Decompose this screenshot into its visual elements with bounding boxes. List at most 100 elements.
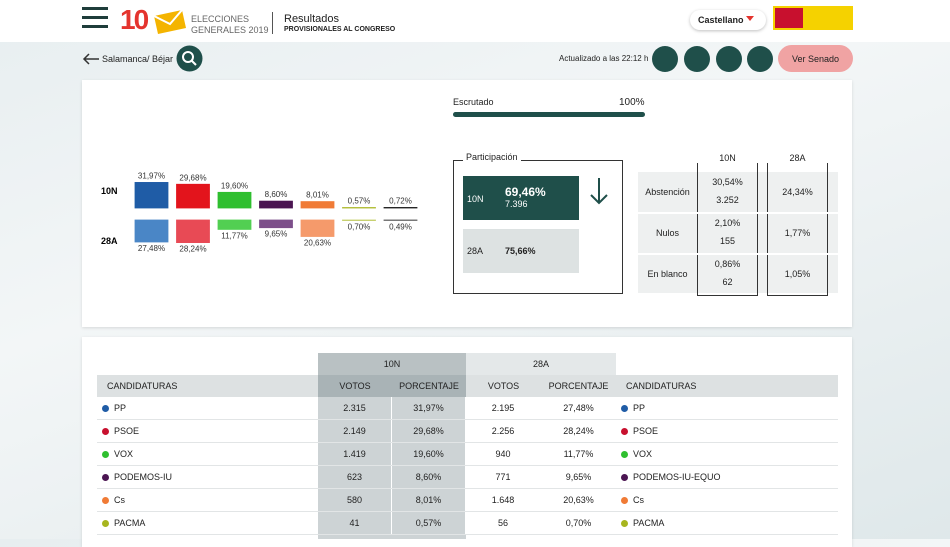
brand-number: 10 <box>120 4 147 36</box>
party-name: PP <box>633 397 645 419</box>
column-header: 10N <box>697 153 758 163</box>
back-arrow[interactable] <box>82 52 100 66</box>
column-header: VOTOS <box>466 375 541 397</box>
party-name: VOX <box>114 443 133 465</box>
bar-label: 8,01% <box>306 191 329 200</box>
cell: 0,57% <box>392 512 466 534</box>
column-header: PORCENTAJE <box>541 375 616 397</box>
cell: 8,01% <box>392 489 466 511</box>
cell: 11,77% <box>541 443 616 465</box>
party-dot <box>102 428 109 435</box>
cell: 29,68% <box>392 420 466 442</box>
party-name: VOX <box>633 443 652 465</box>
party-dot <box>102 520 109 527</box>
cell: 28,24% <box>541 420 616 442</box>
trend-arrow <box>589 177 609 205</box>
bar <box>343 220 376 221</box>
party-dot <box>102 497 109 504</box>
party-dot <box>621 451 628 458</box>
participation-percent: 75,66% <box>505 246 536 256</box>
column-header: CANDIDATURAS <box>97 375 319 397</box>
header-title: Resultados <box>284 13 339 25</box>
group-header: 28A <box>466 353 616 375</box>
current-votes: 62 <box>697 275 758 289</box>
brand-line: ELECCIONES <box>191 14 249 24</box>
menu-icon[interactable] <box>82 6 110 30</box>
party-dot <box>621 520 628 527</box>
column-header: VOTOS <box>318 375 392 397</box>
bar-chart: 10N31,97%29,68%19,60%8,60%8,01%0,57%0,72… <box>95 160 435 260</box>
cell: 1.648 <box>466 489 541 511</box>
brand-line: GENERALES 2019 <box>191 25 269 35</box>
cell: 2.256 <box>466 420 541 442</box>
party-dot <box>621 405 628 412</box>
favorite-button[interactable] <box>747 46 773 72</box>
bar-label: 29,68% <box>179 173 206 182</box>
participation-label: 10N <box>467 194 484 204</box>
language-label[interactable]: Castellano <box>698 15 744 25</box>
party-dot <box>102 451 109 458</box>
bar-label: 0,49% <box>389 222 412 231</box>
senate-button[interactable]: Ver Senado <box>778 45 853 72</box>
cell: 1.419 <box>318 443 392 465</box>
party-name: PSOE <box>633 420 658 442</box>
series-label: 10N <box>101 186 118 196</box>
cell: 580 <box>318 489 392 511</box>
bar <box>301 202 334 208</box>
bar <box>177 220 210 243</box>
bar-label: 27,48% <box>138 244 165 253</box>
participation-percent: 69,46% <box>505 185 546 199</box>
updated-time: Actualizado a las 22:12 h <box>559 54 648 63</box>
bar-label: 0,72% <box>389 196 412 205</box>
bar <box>260 220 293 228</box>
cell: 0,70% <box>541 512 616 534</box>
government-logo <box>773 6 853 30</box>
current-percent: 30,54% <box>697 175 758 189</box>
current-percent: 2,10% <box>697 216 758 230</box>
dropdown-arrow <box>746 16 754 22</box>
cell: 31,97% <box>392 397 466 419</box>
bar-label: 28,24% <box>179 245 206 254</box>
cell: 41 <box>318 512 392 534</box>
print-button[interactable] <box>684 46 710 72</box>
bar-label: 9,65% <box>265 230 288 239</box>
bar-label: 20,63% <box>304 239 331 248</box>
current-votes: 3.252 <box>697 193 758 207</box>
current-percent: 0,86% <box>697 257 758 271</box>
participation-title: Participación <box>463 152 521 162</box>
bar-label: 0,57% <box>348 197 371 206</box>
bar <box>260 201 293 208</box>
participation-label: 28A <box>467 246 483 256</box>
location: Salamanca/ Béjar <box>102 54 173 64</box>
refresh-button[interactable] <box>652 46 678 72</box>
column-header: 28A <box>767 153 828 163</box>
bar <box>218 220 251 229</box>
party-name: PODEMOS-IU-EQUO <box>633 466 721 488</box>
cell: 20,63% <box>541 489 616 511</box>
progress-fill <box>453 112 645 117</box>
search-button[interactable] <box>176 45 203 72</box>
escrutado-value: 100% <box>619 97 645 108</box>
party-name: PODEMOS-IU <box>114 466 172 488</box>
cell: 8,60% <box>392 466 466 488</box>
row-label: Nulos <box>638 213 697 252</box>
party-name: Cs <box>114 489 125 511</box>
cell: 27,48% <box>541 397 616 419</box>
column-header: PORCENTAJE <box>392 375 466 397</box>
escrutado-label: Escrutado <box>453 97 494 107</box>
current-votes: 155 <box>697 234 758 248</box>
share-button[interactable] <box>716 46 742 72</box>
row-label: En blanco <box>638 254 697 293</box>
bar-label: 8,60% <box>265 190 288 199</box>
party-dot <box>621 428 628 435</box>
cell: 2.195 <box>466 397 541 419</box>
series-label: 28A <box>101 236 118 246</box>
bar <box>301 220 334 237</box>
bar-label: 19,60% <box>221 181 248 190</box>
participation-votes: 7.396 <box>505 199 528 209</box>
party-dot <box>102 405 109 412</box>
bar-label: 11,77% <box>221 231 248 240</box>
divider <box>272 12 273 34</box>
cell: 19,60% <box>392 443 466 465</box>
bar <box>135 220 168 242</box>
